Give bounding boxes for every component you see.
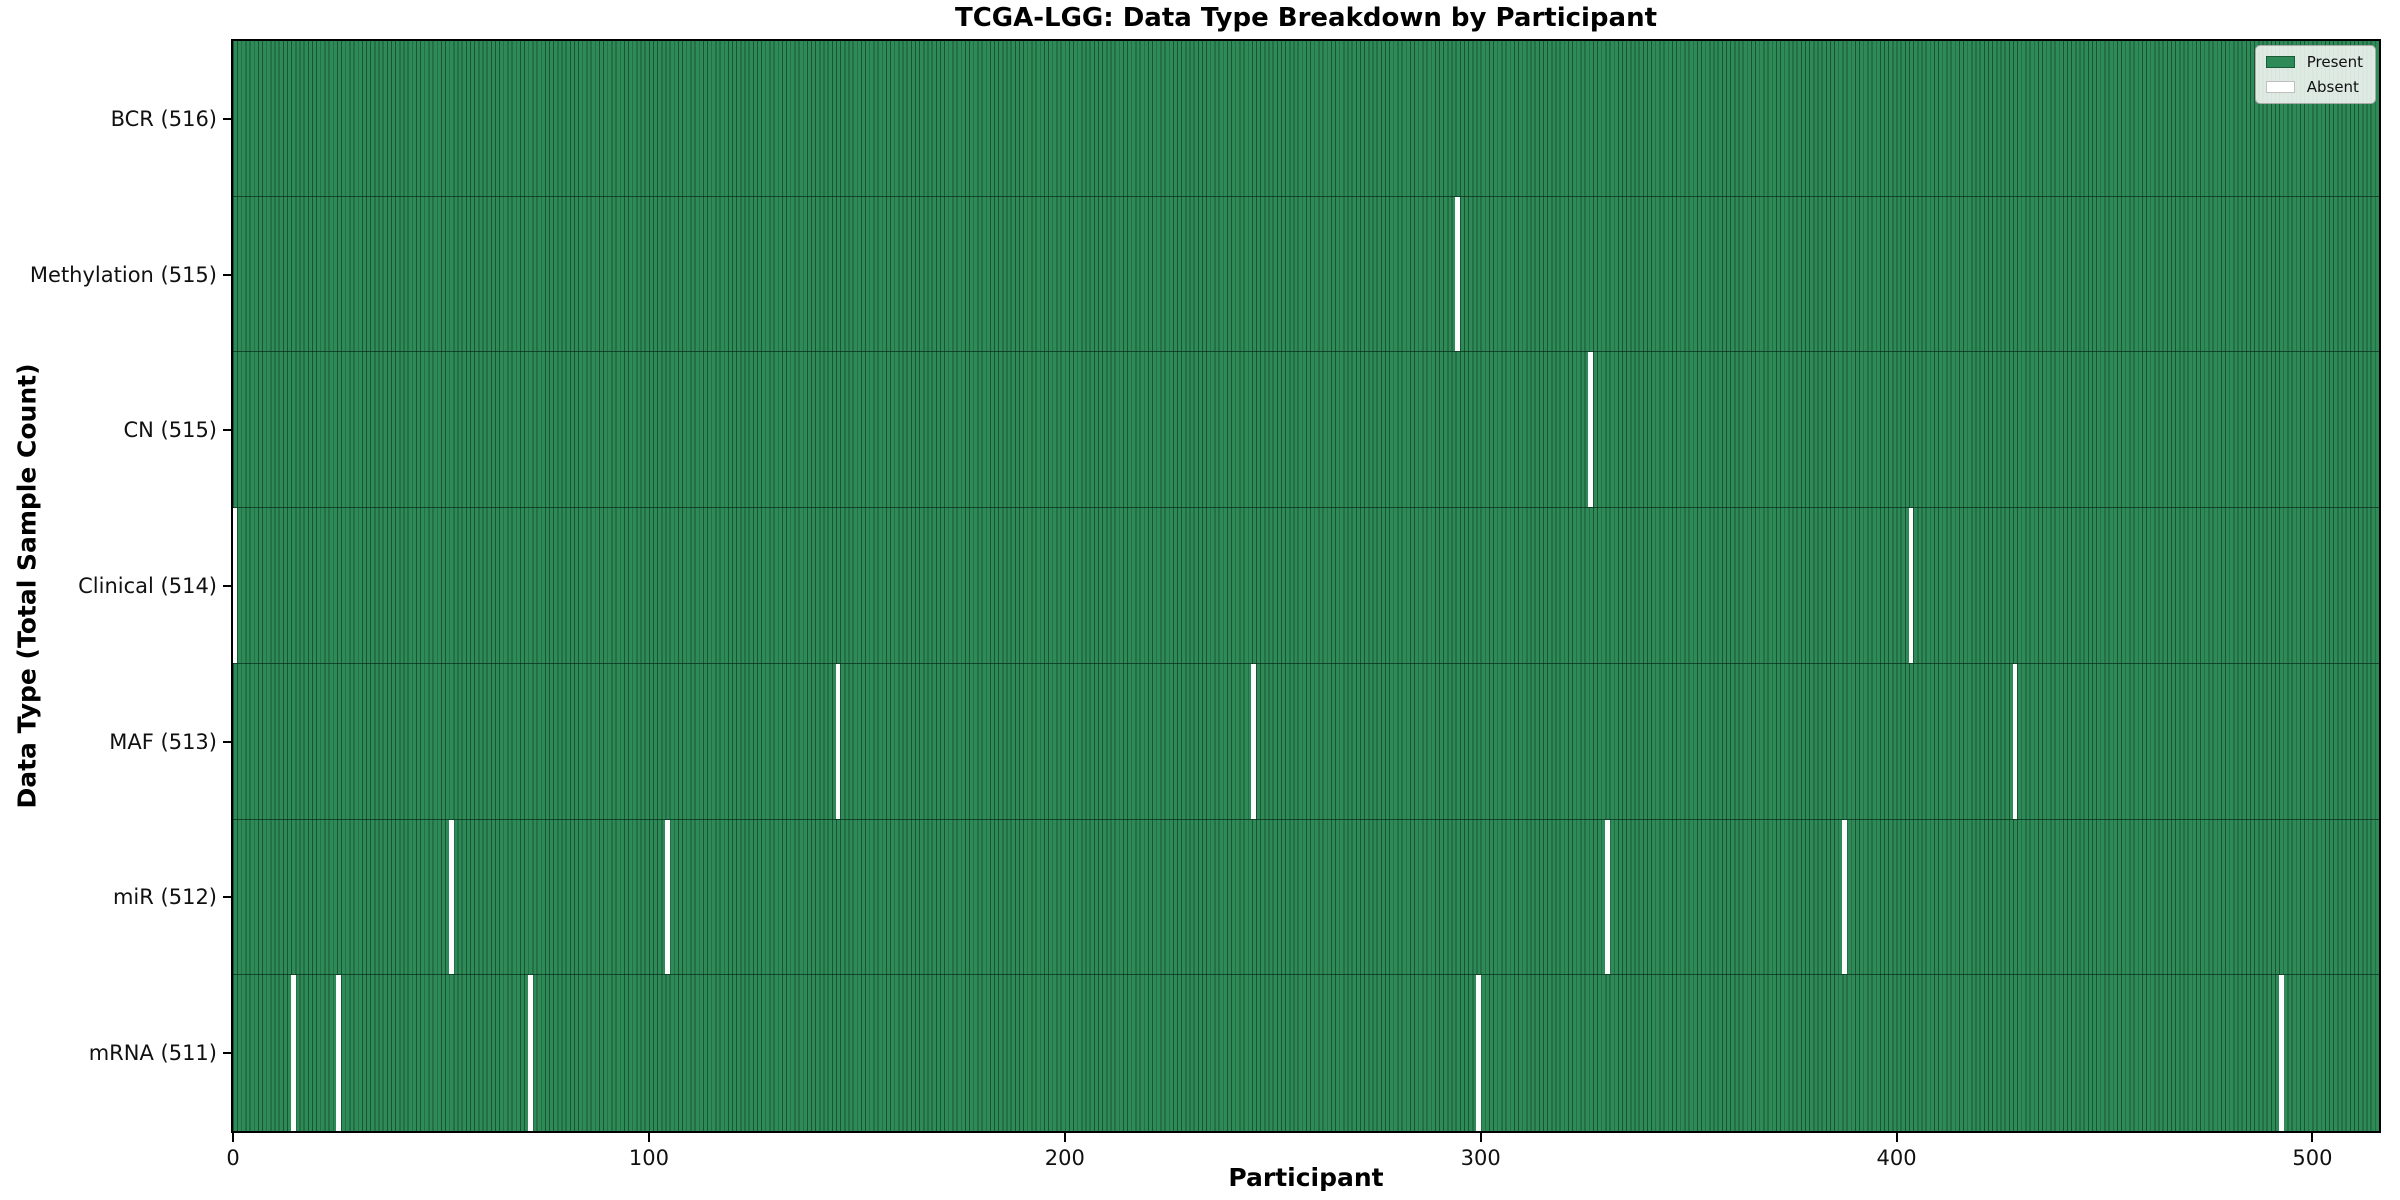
x-tick-label-100: 100 [628,1146,669,1170]
y-tick [223,585,232,587]
x-tick [1895,1133,1898,1142]
y-tick [223,273,232,276]
absent-gap-methylation-294 [1455,196,1461,352]
absent-gap-clinical-403 [1908,508,1914,663]
legend: Present Absent [2254,45,2376,104]
absent-gap-mir-104 [665,819,670,975]
legend-item-present: Present [2265,53,2363,71]
y-tick [223,117,232,120]
absent-gap-mir-52 [448,819,454,975]
heatmap-row-cn [233,352,2379,509]
present-swatch-icon [2265,56,2295,68]
x-tick-label-0: 0 [226,1146,240,1170]
absent-gap-maf-428 [2012,663,2018,819]
x-tick [647,1133,650,1142]
heatmap-row-methylation [233,196,2379,353]
absent-gap-mrna-25 [336,975,342,1131]
y-tick-label-methylation: Methylation (515) [29,262,217,287]
y-tick-label-mrna: mRNA (511) [88,1041,217,1066]
heatmap-row-maf [233,663,2379,820]
x-tick-label-500: 500 [2292,1146,2333,1170]
absent-gap-mrna-492 [2278,975,2284,1131]
x-axis-label: Participant [1228,1163,1384,1192]
y-tick [223,740,232,743]
absent-swatch-icon [2265,81,2295,93]
x-tick-label-300: 300 [1460,1146,1501,1170]
x-tick-label-400: 400 [1876,1146,1917,1170]
y-tick-label-bcr: BCR (516) [110,106,217,131]
y-tick [223,896,232,899]
absent-gap-mir-387 [1842,819,1847,975]
y-tick-label-cn: CN (515) [123,418,217,443]
absent-gap-mrna-299 [1476,975,1481,1131]
absent-gap-cn-326 [1588,352,1594,508]
x-tick-label-200: 200 [1044,1146,1085,1170]
absent-gap-mir-330 [1604,819,1610,975]
chart-title: TCGA-LGG: Data Type Breakdown by Partici… [954,3,1658,33]
plot-area [232,41,2379,1131]
x-tick [232,1133,234,1142]
absent-gap-mrna-14 [290,975,296,1131]
y-tick [223,429,232,432]
legend-label-present: Present [2306,53,2363,71]
x-tick [1479,1133,1482,1142]
heatmap-row-mir [233,819,2379,976]
y-tick-label-clinical: Clinical (514) [78,574,217,598]
y-tick-label-mir: miR (512) [112,885,217,910]
legend-label-absent: Absent [2306,78,2359,96]
heatmap-row-bcr [233,41,2379,197]
absent-gap-mrna-71 [527,975,533,1131]
y-tick [223,1052,232,1055]
absent-gap-clinical-0 [232,508,238,663]
y-tick-label-maf: MAF (513) [109,729,217,754]
absent-gap-maf-245 [1251,663,1257,819]
x-tick [1063,1133,1066,1142]
y-axis-label: Data Type (Total Sample Count) [12,363,42,809]
absent-gap-maf-145 [835,663,841,819]
heatmap-row-clinical [232,508,2379,664]
legend-item-absent: Absent [2265,78,2363,96]
heatmap-row-mrna [233,975,2379,1131]
x-tick [2311,1133,2314,1142]
